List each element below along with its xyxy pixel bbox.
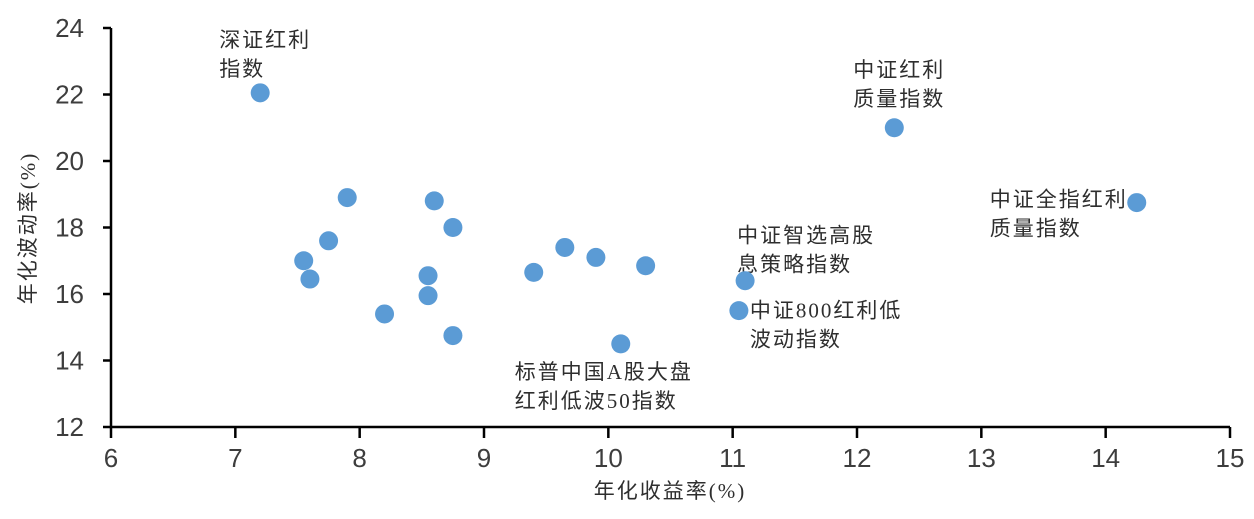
x-axis-title: 年化收益率(%) bbox=[594, 479, 746, 503]
data-point bbox=[555, 237, 575, 257]
y-tick-label: 16 bbox=[55, 279, 84, 309]
y-tick-label: 24 bbox=[55, 13, 84, 43]
data-point bbox=[443, 218, 463, 237]
data-point bbox=[424, 191, 444, 211]
x-tick-label: 14 bbox=[1091, 443, 1120, 473]
x-tick-label: 8 bbox=[352, 443, 366, 473]
point-annotation: 中证智选高股息策略指数 bbox=[737, 224, 875, 277]
data-point bbox=[300, 269, 320, 289]
data-point bbox=[524, 262, 544, 282]
data-point bbox=[337, 188, 357, 208]
y-tick-label: 20 bbox=[55, 146, 84, 176]
data-point bbox=[294, 251, 314, 271]
data-point bbox=[319, 231, 339, 251]
x-tick-label: 7 bbox=[228, 443, 242, 473]
point-annotation: 深证红利指数 bbox=[219, 28, 311, 81]
y-tick-label: 12 bbox=[55, 412, 84, 442]
y-tick-label: 14 bbox=[55, 346, 84, 376]
points-layer bbox=[250, 83, 1147, 354]
x-tick-label: 9 bbox=[477, 443, 491, 473]
x-tick-label: 15 bbox=[1216, 443, 1245, 473]
axes-layer: 12 14 16 18 20 22 24 6 7 8 9 10 11 12 13 14 15 bbox=[55, 13, 1244, 473]
point-annotation: 标普中国A股大盘红利低波50指数 bbox=[515, 360, 693, 413]
data-point bbox=[375, 304, 395, 324]
data-point bbox=[729, 301, 749, 321]
y-tick-label: 18 bbox=[55, 213, 84, 243]
data-point bbox=[443, 326, 463, 346]
data-point bbox=[250, 83, 270, 103]
data-point bbox=[418, 266, 438, 286]
point-annotation: 中证全指红利质量指数 bbox=[990, 188, 1128, 241]
data-point bbox=[884, 118, 904, 138]
x-tick-label: 10 bbox=[594, 443, 623, 473]
x-tick-label: 13 bbox=[967, 443, 996, 473]
data-point bbox=[1127, 193, 1147, 213]
y-tick-label: 22 bbox=[55, 80, 84, 110]
x-tick-label: 11 bbox=[719, 443, 746, 473]
y-axis-title: 年化波动率(%) bbox=[16, 152, 40, 304]
data-point bbox=[735, 271, 755, 291]
data-point bbox=[611, 334, 631, 354]
point-annotation: 中证800红利低波动指数 bbox=[750, 299, 903, 352]
point-annotation: 中证红利质量指数 bbox=[853, 58, 945, 111]
x-tick-label: 6 bbox=[104, 443, 118, 473]
x-tick-label: 12 bbox=[843, 443, 872, 473]
data-point bbox=[586, 247, 606, 267]
data-point bbox=[418, 286, 438, 306]
data-point bbox=[636, 256, 656, 276]
